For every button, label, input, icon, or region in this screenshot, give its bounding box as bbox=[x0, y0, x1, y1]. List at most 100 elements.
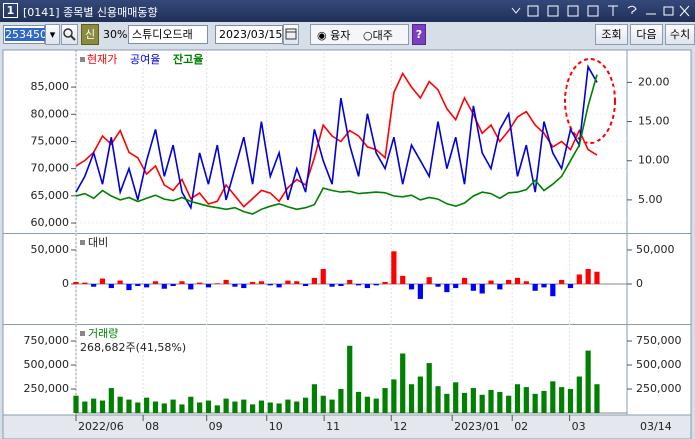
bar bbox=[585, 269, 591, 284]
bar bbox=[241, 283, 247, 289]
bar bbox=[311, 277, 318, 284]
bar bbox=[73, 395, 79, 414]
cursor-box bbox=[640, 417, 676, 437]
bar bbox=[364, 283, 370, 289]
y2-tick-label: 15.00 bbox=[638, 115, 670, 128]
calendar-button[interactable] bbox=[283, 24, 299, 45]
code-text: 253450 bbox=[5, 28, 47, 41]
bar bbox=[435, 386, 441, 414]
icon[interactable] bbox=[663, 6, 674, 16]
bar bbox=[144, 283, 150, 288]
bar bbox=[73, 281, 79, 284]
bar bbox=[223, 279, 229, 284]
bar bbox=[329, 399, 335, 414]
bar bbox=[117, 280, 123, 284]
legend-label: 현재가 bbox=[87, 53, 117, 66]
credit-button[interactable]: 신 bbox=[81, 24, 99, 45]
y-tick-label: 750,000 bbox=[24, 334, 70, 347]
bar bbox=[294, 281, 300, 284]
x-tick-label: 09 bbox=[209, 420, 223, 433]
bar bbox=[497, 283, 503, 290]
bar bbox=[170, 399, 176, 414]
bar bbox=[417, 283, 423, 299]
x-tick-label: 03 bbox=[572, 420, 586, 433]
bar bbox=[250, 281, 256, 284]
y2-tick-label: 20.00 bbox=[638, 75, 670, 88]
bar bbox=[250, 404, 256, 414]
bar bbox=[355, 391, 362, 414]
bar bbox=[514, 277, 521, 284]
icon[interactable] bbox=[627, 5, 637, 14]
y-right-tick-label: 750,000 bbox=[636, 334, 682, 347]
bar bbox=[223, 398, 229, 414]
bar bbox=[126, 283, 132, 291]
y-right-tick-label: 0 bbox=[636, 277, 643, 290]
bar bbox=[479, 283, 485, 294]
icon[interactable] bbox=[511, 7, 521, 14]
icon[interactable] bbox=[547, 5, 559, 17]
bar bbox=[461, 392, 468, 414]
title-bar: 1 [0141] 종목별 신용매매동향 bbox=[0, 0, 695, 22]
bar bbox=[82, 282, 88, 284]
x-tick-label: 10 bbox=[269, 420, 283, 433]
x-tick-label: 2022/06 bbox=[78, 420, 124, 433]
icon[interactable] bbox=[608, 5, 618, 16]
bar bbox=[567, 283, 574, 289]
icon[interactable] bbox=[679, 5, 690, 17]
radio-short[interactable]: ○대주 bbox=[363, 29, 393, 42]
x-tick-label: 08 bbox=[145, 420, 159, 433]
bar bbox=[285, 399, 291, 414]
y-right-tick-label: 50,000 bbox=[636, 243, 675, 256]
icon[interactable] bbox=[527, 5, 539, 17]
y-tick-label: 50,000 bbox=[31, 243, 70, 256]
radio-loan[interactable]: ◉ 융자 bbox=[317, 29, 351, 42]
legend-label: 공여율 bbox=[130, 53, 160, 66]
bar bbox=[364, 396, 370, 414]
bar bbox=[479, 394, 485, 414]
bar bbox=[188, 396, 194, 414]
next-button[interactable]: 다음 bbox=[630, 24, 663, 45]
legend-label: 잔고율 bbox=[173, 52, 203, 66]
bar bbox=[197, 402, 203, 414]
bar bbox=[488, 389, 494, 414]
y-right-tick-label: 500,000 bbox=[636, 358, 682, 371]
bar bbox=[214, 405, 220, 414]
date-input[interactable]: 2023/03/15 bbox=[215, 25, 283, 44]
y2-tick-label: 10.00 bbox=[638, 154, 670, 167]
bar bbox=[355, 283, 362, 286]
window-title: [0141] 종목별 신용매매동향 bbox=[23, 6, 158, 19]
bar bbox=[302, 397, 309, 414]
icon[interactable] bbox=[567, 5, 579, 17]
bar bbox=[99, 278, 106, 284]
bar bbox=[497, 391, 503, 414]
name-field: 스튜디오드래 bbox=[128, 25, 208, 44]
bar bbox=[152, 281, 159, 284]
bar bbox=[417, 376, 423, 414]
bar bbox=[135, 283, 141, 287]
y-tick-label: 0 bbox=[62, 277, 69, 290]
bar bbox=[258, 400, 265, 414]
bar bbox=[329, 283, 335, 287]
bar bbox=[594, 384, 600, 414]
bar bbox=[382, 281, 388, 284]
figures-button[interactable]: 수치 bbox=[665, 24, 695, 45]
bar bbox=[391, 379, 397, 414]
window-number: 1 bbox=[3, 3, 18, 18]
bar bbox=[241, 399, 247, 414]
search-button[interactable] bbox=[61, 24, 78, 45]
query-button[interactable]: 조회 bbox=[595, 24, 628, 45]
bar bbox=[550, 381, 556, 414]
help-button[interactable]: ? bbox=[412, 24, 426, 45]
bar bbox=[550, 283, 556, 297]
bar bbox=[594, 271, 600, 284]
y-tick-label: 65,000 bbox=[31, 189, 70, 202]
bar bbox=[532, 283, 538, 291]
icons bbox=[511, 5, 690, 17]
y-tick-label: 75,000 bbox=[31, 134, 70, 147]
bar bbox=[408, 283, 415, 290]
bar bbox=[373, 283, 379, 286]
icon[interactable] bbox=[587, 5, 599, 17]
code-input[interactable]: 253450 bbox=[3, 25, 47, 44]
code-dropdown[interactable]: ▾ bbox=[45, 24, 60, 45]
bar bbox=[276, 283, 282, 288]
